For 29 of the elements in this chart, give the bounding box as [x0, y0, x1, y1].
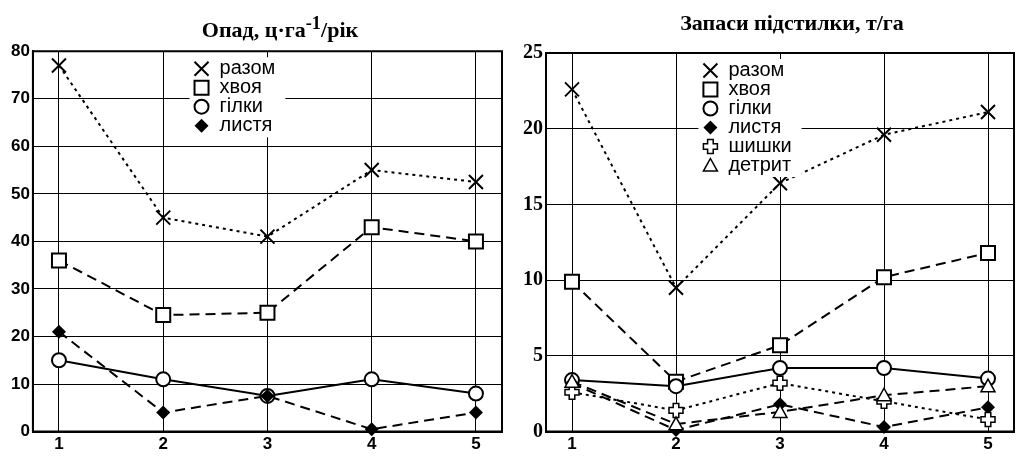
y-tick-label: 70 — [10, 88, 30, 108]
x-tick-label: 4 — [879, 434, 890, 454]
y-tick-label: 60 — [10, 135, 30, 155]
y-tick-label: 10 — [523, 267, 543, 290]
y-tick-label: 5 — [533, 343, 543, 366]
chart-title: Опад, ц·га$^{-1}$/рік — [200, 12, 360, 43]
y-tick-label: 20 — [523, 115, 543, 138]
x-tick-label: 5 — [983, 434, 993, 454]
y-tick-label: 50 — [10, 183, 30, 203]
legend-label: разом — [728, 58, 785, 81]
x-tick-label: 1 — [54, 434, 64, 454]
y-tick-label: 10 — [10, 373, 30, 393]
y-tick-label: 40 — [10, 231, 30, 251]
y-tick-label: 80 — [10, 40, 30, 60]
x-tick-label: 3 — [262, 434, 273, 454]
y-tick-label: 30 — [10, 278, 30, 298]
y-tick-label: 20 — [10, 326, 30, 346]
x-tick-label: 4 — [366, 434, 377, 454]
x-tick-label: 2 — [671, 434, 681, 454]
y-tick-label: 25 — [523, 40, 543, 63]
x-tick-label: 1 — [567, 434, 577, 454]
x-tick-label: 3 — [775, 434, 785, 454]
y-tick-label: 0 — [533, 418, 543, 441]
x-tick-label: 5 — [471, 434, 481, 454]
y-tick-label: 0 — [20, 421, 30, 441]
x-tick-label: 2 — [158, 434, 168, 454]
chart-title: Запаси підстилки, т/га — [679, 9, 905, 37]
y-tick-label: 15 — [523, 191, 543, 214]
legend-label: разом — [219, 56, 276, 79]
